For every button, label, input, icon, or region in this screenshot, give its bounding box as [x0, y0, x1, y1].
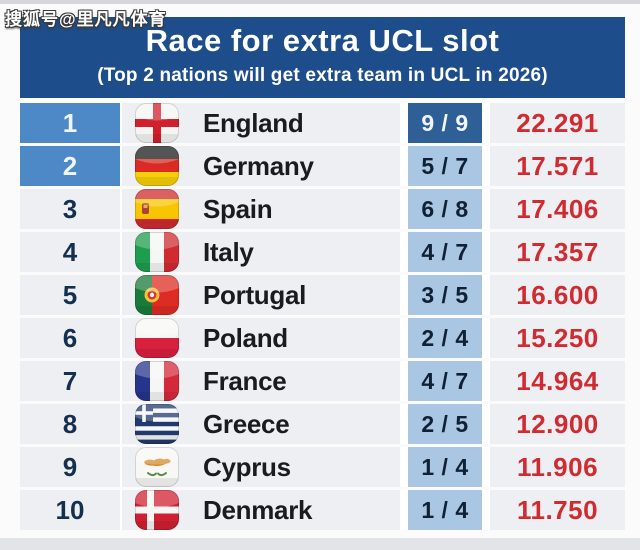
coefficient-points: 14.964 — [516, 365, 599, 396]
nation-name: Cyprus — [203, 451, 291, 482]
portugal-flag-icon — [122, 275, 192, 315]
coefficient-points: 17.406 — [516, 193, 599, 224]
rank-cell: 1 — [20, 103, 122, 143]
page-subtitle: (Top 2 nations will get extra team in UC… — [97, 65, 548, 86]
table-row: 2 Germany 5 / 7 17.571 — [20, 146, 625, 186]
table-row: 4 Italy 4 / 7 17.357 — [20, 232, 625, 272]
rank-cell: 6 — [20, 318, 122, 358]
rank-cell: 7 — [20, 361, 122, 401]
top-strip — [0, 0, 640, 4]
rank-cell: 8 — [20, 404, 122, 444]
table-row: 5 Portugal 3 / 5 16.600 — [20, 275, 625, 315]
matches-played-cell: 1 / 4 — [400, 490, 490, 530]
table-row: 8 Greece 2 / 5 12.900 — [20, 404, 625, 444]
table-row: 6 Poland 2 / 4 15.250 — [20, 318, 625, 358]
coefficient-points: 11.906 — [516, 451, 599, 482]
table-row: 10 Denmark 1 / 4 11.750 — [20, 490, 625, 530]
nation-name: France — [203, 365, 287, 396]
nation-name: Spain — [203, 193, 273, 224]
spain-flag-icon — [122, 189, 192, 229]
bottom-strip — [0, 538, 640, 550]
matches-played-cell: 2 / 5 — [400, 404, 490, 444]
rank-cell: 3 — [20, 189, 122, 229]
denmark-flag-icon — [122, 490, 192, 530]
matches-played-cell: 3 / 5 — [400, 275, 490, 315]
poland-flag-icon — [122, 318, 192, 358]
coefficient-points: 16.600 — [516, 279, 599, 310]
matches-played-cell: 5 / 7 — [400, 146, 490, 186]
page-title: Race for extra UCL slot — [145, 23, 500, 58]
ranking-table: 1 England 9 / 9 22.291 2 Germany 5 / 7 17.571 3 S… — [20, 103, 625, 530]
nation-name: England — [203, 107, 304, 138]
matches-played-cell: 2 / 4 — [400, 318, 490, 358]
watermark: 搜狐号@里凡凡体育 — [5, 10, 167, 29]
nation-name: Denmark — [203, 494, 313, 525]
matches-played-cell: 4 / 7 — [400, 232, 490, 272]
header-banner: Race for extra UCL slot (Top 2 nations w… — [20, 17, 625, 98]
italy-flag-icon — [122, 232, 192, 272]
nation-name: Greece — [203, 408, 290, 439]
nation-name: Germany — [203, 150, 314, 181]
england-flag-icon — [122, 103, 192, 143]
rank-cell: 2 — [20, 146, 122, 186]
coefficient-points: 11.750 — [516, 494, 599, 525]
coefficient-points: 17.571 — [516, 150, 599, 181]
table-row: 7 France 4 / 7 14.964 — [20, 361, 625, 401]
france-flag-icon — [122, 361, 192, 401]
matches-played-cell: 1 / 4 — [400, 447, 490, 487]
nation-name: Poland — [203, 322, 288, 353]
nation-name: Portugal — [203, 279, 307, 310]
rank-cell: 9 — [20, 447, 122, 487]
coefficient-points: 22.291 — [516, 107, 599, 138]
rank-cell: 5 — [20, 275, 122, 315]
nation-name: Italy — [203, 236, 254, 267]
table-row: 3 Spain 6 / 8 17.406 — [20, 189, 625, 229]
matches-played-cell: 4 / 7 — [400, 361, 490, 401]
greece-flag-icon — [122, 404, 192, 444]
matches-played-cell: 9 / 9 — [400, 103, 490, 143]
rank-cell: 4 — [20, 232, 122, 272]
cyprus-flag-icon — [122, 447, 192, 487]
rank-cell: 10 — [20, 490, 122, 530]
coefficient-points: 15.250 — [516, 322, 599, 353]
table-row: 9 Cyprus 1 / 4 11.906 — [20, 447, 625, 487]
table-row: 1 England 9 / 9 22.291 — [20, 103, 625, 143]
matches-played-cell: 6 / 8 — [400, 189, 490, 229]
coefficient-points: 12.900 — [516, 408, 599, 439]
germany-flag-icon — [122, 146, 192, 186]
coefficient-points: 17.357 — [516, 236, 599, 267]
